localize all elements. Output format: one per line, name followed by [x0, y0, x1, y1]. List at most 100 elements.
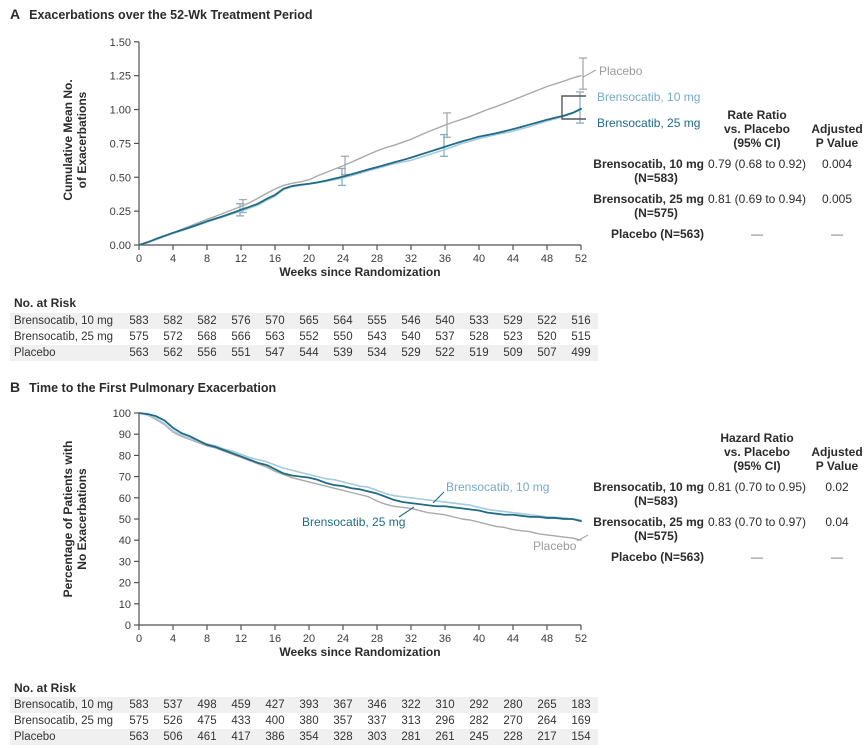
adjusted-p-header-line: Adjusted: [811, 122, 863, 136]
risk-value: 582: [163, 315, 183, 327]
stats-row-name: Brensocatib, 10 mg: [593, 480, 704, 494]
stats-row-ci: —: [751, 550, 763, 564]
risk-value: 537: [163, 699, 183, 711]
svg-text:20: 20: [303, 253, 315, 265]
risk-row: Brensocatib, 10 mg 583 537 498 459 427 393 367 3…: [10, 697, 598, 713]
risk-value: 183: [571, 699, 591, 711]
svg-text:36: 36: [439, 633, 451, 645]
svg-text:40: 40: [473, 253, 485, 265]
risk-value: 515: [571, 331, 591, 343]
risk-value: 540: [401, 331, 421, 343]
risk-table-a: Brensocatib, 10 mg 583 582 582 576 570 565 564 5…: [10, 313, 598, 361]
leader-line: [576, 534, 589, 542]
panel-a-title-row: A Exacerbations over the 52-Wk Treatment…: [10, 6, 313, 22]
svg-text:1.00: 1.00: [110, 105, 131, 117]
risk-value: 547: [265, 347, 285, 359]
svg-text:28: 28: [371, 633, 383, 645]
risk-value: 417: [231, 731, 251, 743]
svg-text:10: 10: [119, 599, 131, 611]
stats-row-n: (N=583): [634, 171, 678, 185]
rate-ratio-header-line: Rate Ratio: [727, 108, 787, 122]
risk-value: 564: [333, 315, 353, 327]
stats-row: Brensocatib, 25 mg (N=575) 0.81 (0.69 to 0…: [582, 192, 865, 220]
rate-ratio-table-body: Brensocatib, 10 mg (N=583) 0.79 (0.68 to 0…: [582, 157, 865, 241]
stats-row-p: 0.004: [821, 157, 853, 171]
risk-value: 516: [571, 315, 591, 327]
risk-value: 380: [299, 715, 319, 727]
svg-text:0.50: 0.50: [110, 172, 131, 184]
risk-value: 534: [367, 347, 387, 359]
risk-value: 261: [435, 731, 455, 743]
svg-text:1.50: 1.50: [110, 37, 131, 49]
stats-row-name: Placebo (N=563): [610, 550, 704, 564]
stats-row-name: Placebo (N=563): [610, 227, 704, 241]
svg-text:80: 80: [119, 450, 131, 462]
svg-text:40: 40: [119, 535, 131, 547]
panel-a-letter: A: [10, 6, 21, 22]
svg-text:4: 4: [170, 253, 176, 265]
stats-row-n: (N=575): [634, 529, 678, 543]
stats-row-n: (N=583): [634, 494, 678, 508]
risk-value: 563: [265, 331, 285, 343]
risk-value: 461: [197, 731, 217, 743]
series-brensocatib-10-mg: [138, 108, 582, 246]
svg-text:50: 50: [119, 514, 131, 526]
adjusted-p-header-line: P Value: [815, 459, 859, 473]
risk-value: 544: [299, 347, 319, 359]
risk-value: 245: [469, 731, 489, 743]
risk-value: 519: [469, 347, 489, 359]
risk-value: 568: [197, 331, 217, 343]
risk-value: 498: [197, 699, 217, 711]
risk-value: 367: [333, 699, 353, 711]
x-axis-label: Weeks since Randomization: [279, 265, 440, 279]
risk-value: 154: [571, 731, 591, 743]
risk-value: 296: [435, 715, 455, 727]
risk-row-label: Brensocatib, 25 mg: [14, 715, 114, 727]
risk-value: 386: [265, 731, 285, 743]
svg-text:0: 0: [136, 253, 142, 265]
leader-line: [561, 95, 586, 120]
panel-b-title-row: B Time to the First Pulmonary Exacerbati…: [10, 379, 276, 395]
risk-value: 575: [129, 331, 149, 343]
series-brensocatib-10-mg: [138, 412, 582, 521]
curve-label-brensocatib-10-mg: Brensocatib, 10 mg: [597, 90, 700, 104]
risk-value: 303: [367, 731, 387, 743]
risk-value: 520: [537, 331, 557, 343]
stats-row-ci: 0.81 (0.70 to 0.95): [707, 480, 807, 494]
adjusted-p-header-line: P Value: [815, 136, 859, 150]
risk-value: 310: [435, 699, 455, 711]
svg-text:8: 8: [204, 633, 210, 645]
series-brensocatib-25-mg: [138, 107, 582, 246]
hazard-ratio-table: Hazard Ratio vs. Placebo (95% CI) Adjust…: [582, 431, 865, 564]
risk-value: 562: [163, 347, 183, 359]
risk-value: 228: [503, 731, 523, 743]
risk-row: Placebo 563 562 556 551 547 544 539 534 529 522 519…: [10, 345, 598, 361]
series-placebo: [138, 412, 582, 541]
risk-value: 539: [333, 347, 353, 359]
stats-row-ci: 0.83 (0.70 to 0.97): [707, 515, 807, 529]
risk-value: 270: [503, 715, 523, 727]
risk-value: 540: [435, 315, 455, 327]
svg-text:16: 16: [269, 253, 281, 265]
risk-value: 552: [299, 331, 319, 343]
risk-value: 280: [503, 699, 523, 711]
rate-ratio-table: Rate Ratio vs. Placebo (95% CI) Adjusted…: [582, 108, 865, 241]
risk-value: 563: [129, 347, 149, 359]
risk-value: 556: [197, 347, 217, 359]
hazard-ratio-header-line: (95% CI): [733, 459, 781, 473]
risk-value: 576: [231, 315, 251, 327]
svg-text:52: 52: [575, 253, 587, 265]
risk-value: 217: [537, 731, 557, 743]
svg-text:48: 48: [541, 253, 553, 265]
panel-a-title: Exacerbations over the 52-Wk Treatment P…: [29, 8, 313, 22]
svg-text:1.25: 1.25: [110, 71, 131, 83]
svg-text:30: 30: [119, 556, 131, 568]
svg-text:32: 32: [405, 253, 417, 265]
svg-text:0.00: 0.00: [110, 240, 131, 252]
risk-value: 546: [401, 315, 421, 327]
risk-value: 346: [367, 699, 387, 711]
risk-value: 264: [537, 715, 557, 727]
risk-value: 563: [129, 731, 149, 743]
risk-value: 582: [197, 315, 217, 327]
